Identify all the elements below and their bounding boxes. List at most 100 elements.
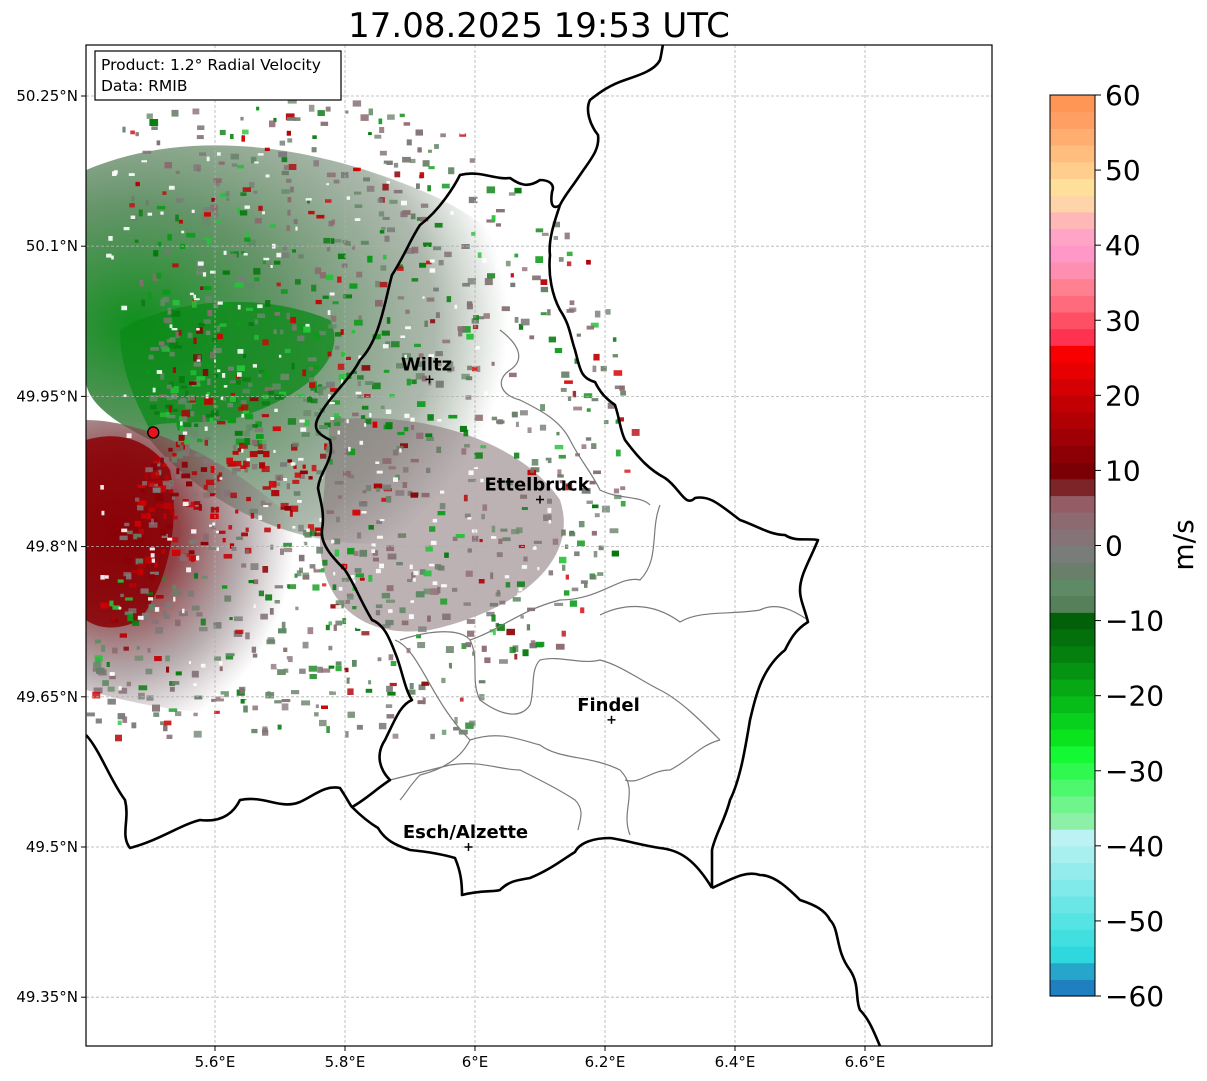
echo-gap xyxy=(212,522,216,526)
echo-pixel xyxy=(228,366,234,371)
echo-pixel xyxy=(577,540,585,547)
echo-pixel xyxy=(314,267,322,275)
echo-pixel xyxy=(257,313,266,318)
echo-pixel xyxy=(312,135,317,139)
echo-pixel xyxy=(163,614,170,619)
echo-pixel xyxy=(117,713,126,720)
echo-pixel xyxy=(330,238,335,244)
echo-pixel xyxy=(159,412,167,418)
echo-pixel xyxy=(154,656,162,662)
echo-pixel xyxy=(335,661,342,666)
echo-gap xyxy=(296,139,303,142)
echo-pixel xyxy=(242,187,251,192)
echo-pixel xyxy=(250,156,257,164)
echo-pixel xyxy=(354,191,362,195)
echo-pixel xyxy=(322,583,327,587)
echo-pixel xyxy=(423,242,432,247)
echo-pixel xyxy=(165,655,170,662)
echo-pixel xyxy=(555,643,565,650)
echo-pixel xyxy=(614,494,622,500)
echo-pixel xyxy=(278,151,288,158)
echo-gap xyxy=(299,419,305,423)
echo-pixel xyxy=(102,680,109,686)
echo-pixel xyxy=(496,589,501,595)
echo-pixel xyxy=(118,687,128,694)
echo-pixel xyxy=(395,490,405,496)
echo-pixel xyxy=(352,412,359,417)
echo-pixel xyxy=(280,373,290,381)
echo-pixel xyxy=(147,292,152,300)
echo-gap xyxy=(329,292,335,296)
echo-pixel xyxy=(514,253,519,258)
echo-pixel xyxy=(434,222,443,228)
echo-pixel xyxy=(235,629,244,634)
echo-pixel xyxy=(474,414,483,421)
echo-pixel xyxy=(269,608,274,615)
echo-pixel xyxy=(385,496,392,503)
echo-pixel xyxy=(137,568,144,576)
echo-pixel xyxy=(591,398,599,402)
echo-pixel xyxy=(218,530,226,534)
echo-gap xyxy=(399,448,402,453)
echo-pixel xyxy=(175,214,179,222)
echo-pixel xyxy=(459,133,467,137)
echo-gap xyxy=(173,596,176,602)
echo-pixel xyxy=(182,449,190,456)
echo-pixel xyxy=(235,379,241,385)
echo-pixel xyxy=(514,317,519,323)
echo-pixel xyxy=(298,524,304,532)
echo-pixel xyxy=(361,405,369,410)
echo-pixel xyxy=(171,493,175,500)
echo-gap xyxy=(388,673,393,677)
echo-pixel xyxy=(214,212,219,218)
echo-pixel xyxy=(415,129,423,136)
echo-pixel xyxy=(490,572,494,580)
echo-gap xyxy=(258,515,263,520)
echo-gap xyxy=(429,259,435,263)
echo-gap xyxy=(460,131,465,135)
echo-pixel xyxy=(552,538,559,545)
echo-pixel xyxy=(434,144,439,149)
echo-pixel xyxy=(354,167,361,171)
echo-pixel xyxy=(258,205,263,211)
echo-pixel xyxy=(341,351,346,357)
echo-pixel xyxy=(254,218,262,224)
echo-pixel xyxy=(223,302,232,308)
echo-pixel xyxy=(166,411,170,417)
echo-pixel xyxy=(424,320,428,327)
echo-pixel xyxy=(597,572,604,576)
echo-pixel xyxy=(252,705,258,711)
echo-pixel xyxy=(430,733,435,740)
echo-pixel xyxy=(592,504,599,509)
echo-pixel xyxy=(437,361,442,367)
echo-pixel xyxy=(463,429,469,437)
echo-pixel xyxy=(539,424,547,431)
echo-pixel xyxy=(491,215,496,222)
echo-pixel xyxy=(361,631,370,636)
echo-pixel xyxy=(248,382,253,388)
echo-pixel xyxy=(286,312,290,320)
echo-pixel xyxy=(591,443,597,449)
echo-pixel xyxy=(194,573,198,579)
echo-pixel xyxy=(243,353,247,358)
echo-pixel xyxy=(309,530,317,536)
echo-pixel xyxy=(219,666,223,672)
echo-pixel xyxy=(309,366,314,371)
colorbar-swatch xyxy=(1050,178,1095,196)
echo-pixel xyxy=(458,329,463,337)
echo-pixel xyxy=(223,554,233,559)
echo-pixel xyxy=(333,413,339,419)
echo-pixel xyxy=(236,536,243,540)
echo-gap xyxy=(210,270,216,274)
echo-gap xyxy=(306,528,310,532)
echo-pixel xyxy=(410,213,416,220)
border-germany-luxembourg xyxy=(548,204,820,888)
echo-pixel xyxy=(213,178,222,183)
echo-gap xyxy=(217,301,223,305)
echo-pixel xyxy=(257,450,264,455)
echo-pixel xyxy=(520,318,530,326)
colorbar-swatch xyxy=(1050,462,1095,480)
echo-gap xyxy=(331,539,335,544)
echo-pixel xyxy=(521,507,528,510)
echo-pixel xyxy=(467,548,472,553)
